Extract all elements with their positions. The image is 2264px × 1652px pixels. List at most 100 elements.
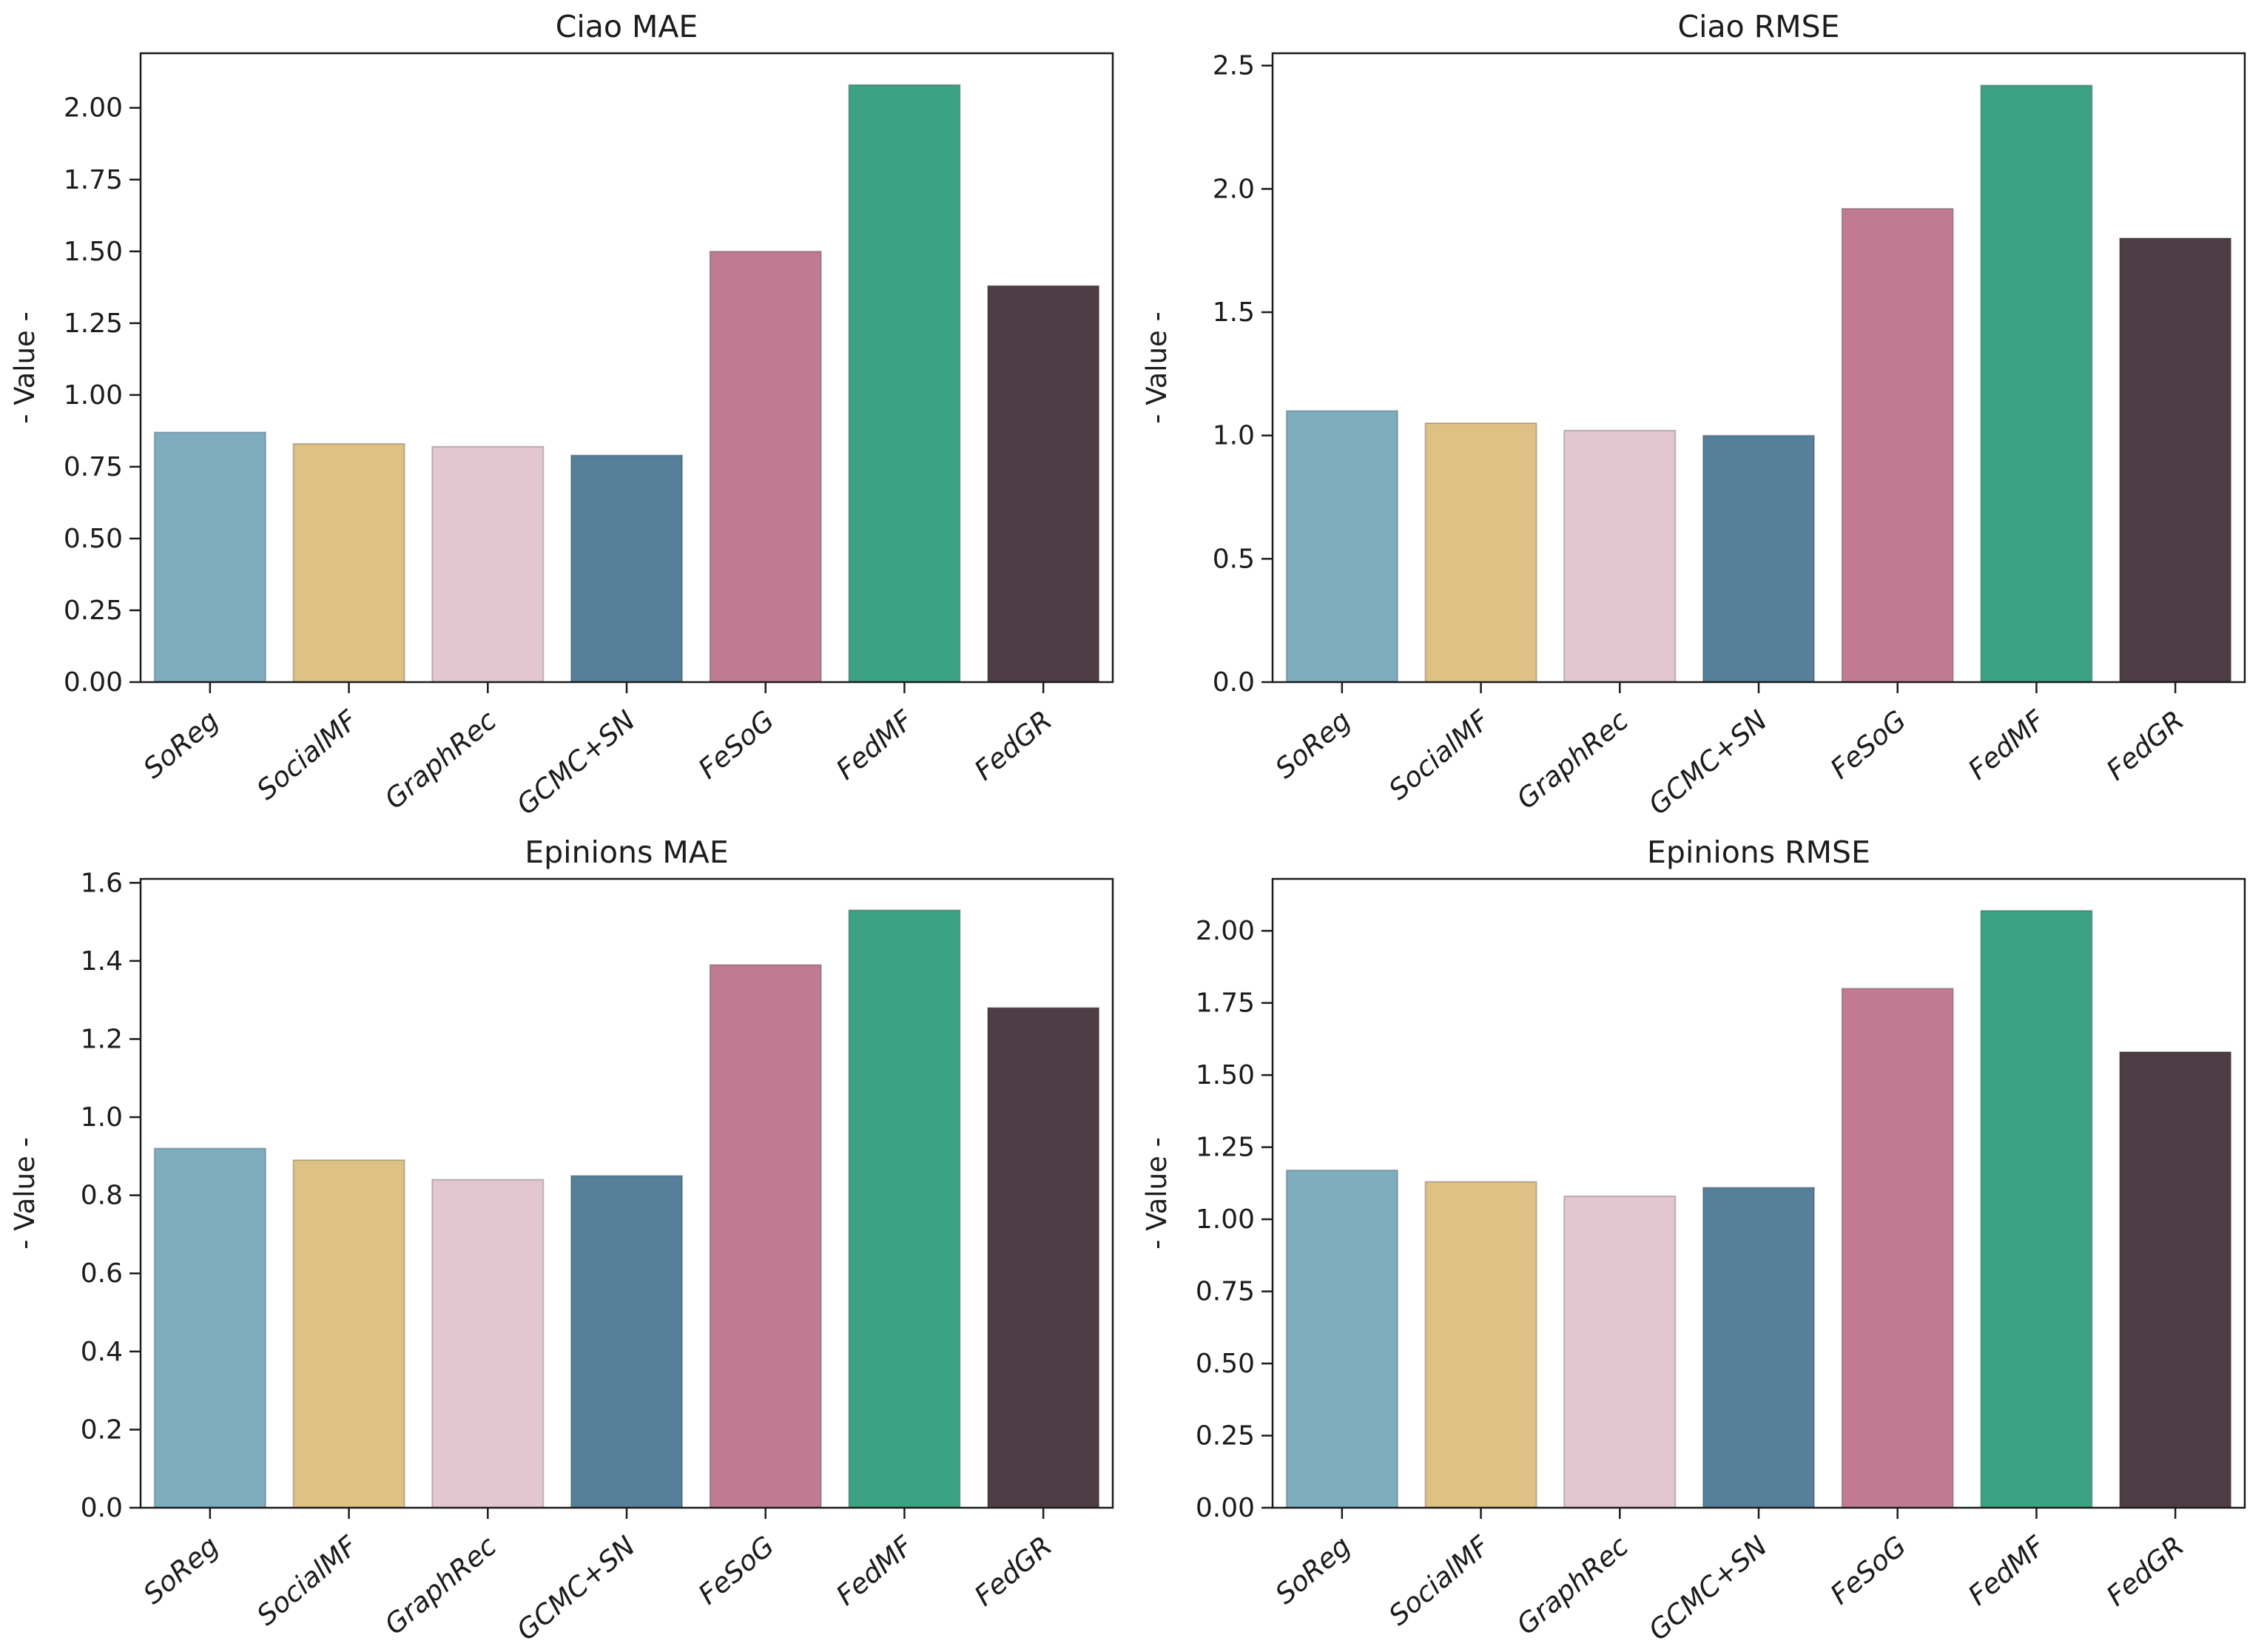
x-tick-label: SoReg bbox=[138, 704, 225, 785]
bar-socialmf bbox=[1424, 422, 1537, 683]
bar-fedmf bbox=[848, 84, 961, 683]
bar-fedgr bbox=[2119, 1051, 2232, 1508]
plot-border bbox=[1271, 52, 2246, 684]
y-tick-label: 1.5 bbox=[1213, 297, 1255, 328]
x-tick-label: GCMC+SN bbox=[511, 1530, 641, 1647]
bar-gcmc-sn bbox=[570, 1175, 684, 1508]
bar-fedmf bbox=[1980, 909, 2093, 1509]
bar-fesog bbox=[1841, 208, 1954, 683]
y-tick-label: 0.25 bbox=[1196, 1421, 1255, 1452]
x-tick-label: SocialMF bbox=[251, 704, 364, 806]
x-tick-label: GCMC+SN bbox=[1643, 1530, 1773, 1647]
plot-border bbox=[139, 52, 1114, 684]
chart-canvas: Ciao MAE - Value - 0.00 0.25 0.50 0.75 1.00 1.2… bbox=[9, 9, 1114, 821]
y-tick-label: 0.75 bbox=[1196, 1277, 1255, 1307]
x-tick-label: FeSoG bbox=[1825, 704, 1913, 785]
plot-border bbox=[139, 877, 1114, 1509]
x-tick-label: FeSoG bbox=[693, 1530, 781, 1611]
bar-fedmf bbox=[1980, 84, 2093, 684]
x-tick-label: SoReg bbox=[1270, 704, 1357, 785]
y-tick-label: 0.0 bbox=[1213, 667, 1255, 698]
chart-epinions-mae: Epinions MAE - Value - 0.0 0.2 0.4 0.6 0.8 1.0 1… bbox=[0, 826, 1132, 1652]
chart-title: Epinions RMSE bbox=[1647, 835, 1870, 870]
y-tick-label: 0.5 bbox=[1213, 544, 1255, 574]
bar-gcmc-sn bbox=[570, 454, 684, 683]
y-tick-label: 0.2 bbox=[81, 1415, 123, 1445]
y-axis-label: - Value - bbox=[1141, 311, 1173, 424]
y-tick-label: 1.4 bbox=[81, 946, 123, 977]
bar-fedmf bbox=[848, 909, 961, 1508]
y-tick-label: 0.00 bbox=[1196, 1493, 1255, 1523]
y-tick-label: 0.0 bbox=[81, 1493, 123, 1523]
y-tick-label: 1.50 bbox=[64, 237, 123, 267]
bar-socialmf bbox=[292, 1159, 405, 1508]
y-tick-label: 0.6 bbox=[81, 1258, 123, 1289]
y-tick-label: 1.0 bbox=[81, 1102, 123, 1133]
bar-soreg bbox=[1285, 1169, 1398, 1508]
chart-canvas: Ciao RMSE - Value - 0.0 0.5 1.0 1.5 2.0 2.5 SoRe… bbox=[1141, 9, 2246, 821]
y-tick-label: 1.50 bbox=[1196, 1060, 1255, 1090]
chart-ciao-mae: Ciao MAE - Value - 0.00 0.25 0.50 0.75 1.00 1.2… bbox=[0, 0, 1132, 826]
y-tick-label: 0.4 bbox=[81, 1337, 123, 1367]
x-tick-label: FedGR bbox=[2100, 704, 2190, 786]
x-tick-label: FeSoG bbox=[1825, 1530, 1913, 1611]
x-tick-label: FeSoG bbox=[693, 704, 781, 785]
x-tick-label: SocialMF bbox=[1383, 704, 1496, 806]
bar-gcmc-sn bbox=[1702, 1187, 1816, 1508]
x-tick-label: FedMF bbox=[1962, 1530, 2052, 1612]
bar-soreg bbox=[153, 1147, 266, 1508]
plot-border bbox=[1271, 877, 2246, 1509]
chart-title: Ciao MAE bbox=[556, 9, 698, 44]
bar-fesog bbox=[709, 250, 822, 683]
chart-epinions-rmse: Epinions RMSE - Value - 0.00 0.25 0.50 0.75 1.… bbox=[1132, 826, 2264, 1652]
bar-fedgr bbox=[987, 285, 1100, 684]
x-tick-label: GraphRec bbox=[379, 1530, 502, 1641]
y-tick-label: 0.50 bbox=[1196, 1349, 1255, 1379]
chart-title: Ciao RMSE bbox=[1677, 9, 1839, 44]
bar-fedgr bbox=[987, 1007, 1100, 1508]
x-tick-label: GraphRec bbox=[1511, 704, 1634, 815]
bar-graphrec bbox=[1563, 430, 1677, 683]
y-tick-label: 2.00 bbox=[1196, 916, 1255, 946]
bar-gcmc-sn bbox=[1702, 434, 1816, 684]
chart-title: Epinions MAE bbox=[525, 835, 729, 870]
x-tick-label: GraphRec bbox=[379, 704, 502, 815]
y-tick-label: 0.50 bbox=[64, 524, 123, 554]
y-tick-label: 1.0 bbox=[1213, 421, 1255, 451]
x-tick-label: GCMC+SN bbox=[1643, 704, 1773, 821]
y-tick-label: 1.25 bbox=[64, 309, 123, 339]
y-tick-label: 1.6 bbox=[81, 868, 123, 898]
x-tick-label: FedMF bbox=[830, 1530, 920, 1612]
y-tick-label: 0.75 bbox=[64, 452, 123, 482]
x-tick-label: SoReg bbox=[138, 1530, 225, 1611]
bar-graphrec bbox=[431, 1179, 545, 1508]
bar-graphrec bbox=[1563, 1195, 1677, 1508]
chart-canvas: Epinions RMSE - Value - 0.00 0.25 0.50 0.75 1.… bbox=[1141, 835, 2246, 1647]
y-tick-label: 1.2 bbox=[81, 1024, 123, 1054]
x-tick-label: GCMC+SN bbox=[511, 704, 641, 821]
chart-ciao-rmse: Ciao RMSE - Value - 0.0 0.5 1.0 1.5 2.0 2.5 SoRe… bbox=[1132, 0, 2264, 826]
x-tick-label: SocialMF bbox=[1383, 1529, 1496, 1631]
y-tick-label: 0.8 bbox=[81, 1181, 123, 1211]
y-tick-label: 1.75 bbox=[1196, 988, 1255, 1019]
y-axis-label: - Value - bbox=[1141, 1137, 1173, 1250]
y-axis-label: - Value - bbox=[9, 1137, 41, 1250]
bar-fesog bbox=[1841, 988, 1954, 1508]
x-tick-label: FedGR bbox=[968, 1530, 1058, 1612]
bar-soreg bbox=[153, 431, 266, 684]
y-tick-label: 2.00 bbox=[64, 93, 123, 124]
bar-socialmf bbox=[292, 442, 405, 683]
bar-fesog bbox=[709, 964, 822, 1509]
y-tick-label: 1.00 bbox=[64, 380, 123, 411]
x-tick-label: SoReg bbox=[1270, 1530, 1357, 1611]
y-tick-label: 1.25 bbox=[1196, 1133, 1255, 1163]
x-tick-label: GraphRec bbox=[1511, 1530, 1634, 1641]
x-tick-label: FedGR bbox=[2100, 1530, 2190, 1612]
x-tick-label: SocialMF bbox=[251, 1529, 364, 1631]
y-tick-label: 1.00 bbox=[1196, 1204, 1255, 1235]
x-tick-label: FedMF bbox=[830, 704, 920, 786]
y-tick-label: 0.25 bbox=[64, 596, 123, 626]
bar-fedgr bbox=[2119, 237, 2232, 683]
bar-socialmf bbox=[1424, 1181, 1537, 1508]
